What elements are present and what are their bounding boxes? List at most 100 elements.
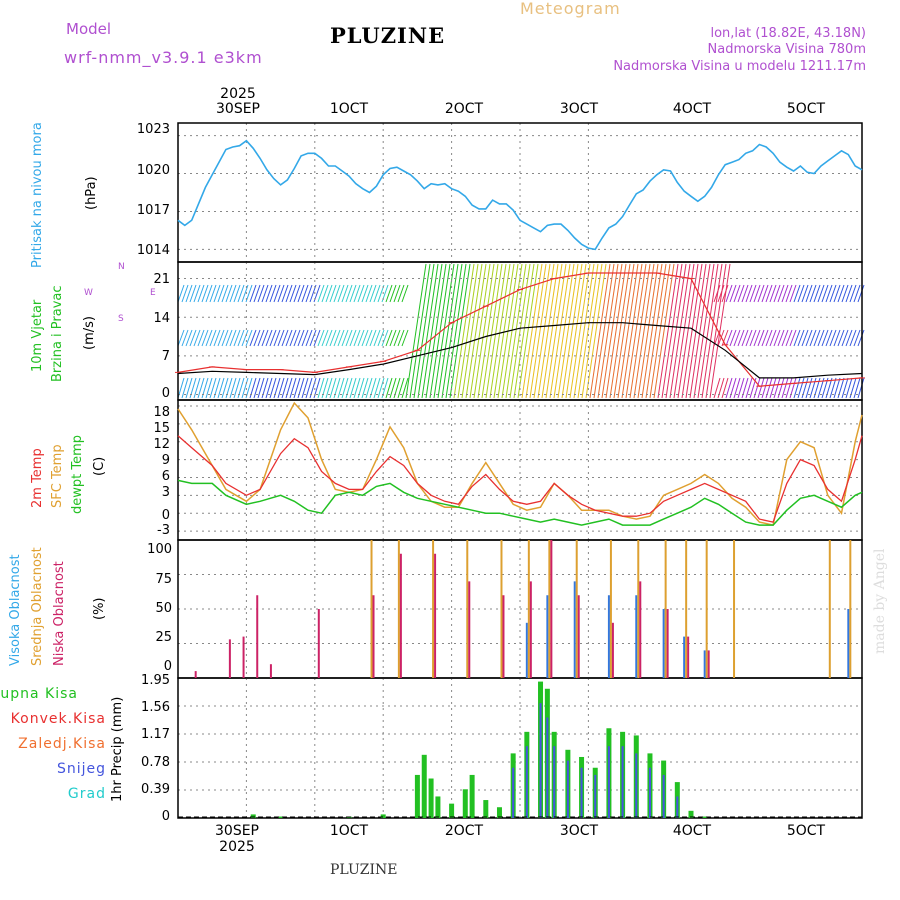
wind-barb <box>357 329 365 347</box>
wind-barb <box>205 329 213 347</box>
wind-barb <box>557 263 579 399</box>
wind-barb <box>385 377 393 399</box>
cloud-ytick: 25 <box>155 630 172 645</box>
wind-barb <box>737 377 745 399</box>
temp-ytick: 9 <box>161 453 170 468</box>
wind-barb <box>221 329 229 347</box>
wind-barb <box>817 284 825 303</box>
wind-barb <box>333 329 341 347</box>
precip-ytick: 1.56 <box>141 700 170 715</box>
wind-barb <box>301 284 309 303</box>
temp-ytick: 0 <box>161 508 170 523</box>
wind-barb <box>365 284 373 303</box>
wind-barb <box>345 329 353 347</box>
wind-barb <box>285 284 293 303</box>
wind-barb <box>801 329 809 347</box>
precip-legend-hail: Grad <box>67 786 106 802</box>
top-date-label: 1OCT <box>329 101 369 117</box>
wind-barb <box>317 284 325 303</box>
wind-barb <box>821 329 829 347</box>
pressure-ytick: 1020 <box>136 163 170 178</box>
wind-barb <box>273 284 281 303</box>
wind-barb <box>617 263 639 399</box>
wind-barb <box>301 377 309 399</box>
wind-barb <box>365 377 373 399</box>
wind-barb <box>629 263 651 399</box>
wind-barb <box>369 284 377 303</box>
wind-barb <box>845 377 853 399</box>
wind-barb <box>241 284 249 303</box>
wind-barb <box>785 377 793 399</box>
wind-barb <box>373 377 381 399</box>
wind-barb <box>605 263 627 399</box>
wind-barb <box>237 284 245 303</box>
wind-barb <box>745 284 753 303</box>
wind-barb <box>505 263 527 399</box>
wind-barb <box>777 284 785 303</box>
wind-barb <box>781 284 789 303</box>
wind-barb <box>193 329 201 347</box>
top-date-label: 30SEP <box>216 101 260 117</box>
wind-barb <box>797 377 805 399</box>
wind-barb <box>373 329 381 347</box>
top-date-label: 5OCT <box>786 101 826 117</box>
wind-barb <box>353 284 361 303</box>
wind-barb <box>613 263 635 399</box>
precip-legend-conv: Konvek.Kisa <box>10 711 106 727</box>
wind-barb <box>333 284 341 303</box>
wind-barb <box>265 329 273 347</box>
wind-barb <box>713 377 721 399</box>
wind-barb <box>585 263 607 399</box>
wind-barb <box>701 263 723 399</box>
wind-barb <box>265 377 273 399</box>
wind-barb <box>257 329 265 347</box>
wind-barb <box>377 377 385 399</box>
wind-barb <box>825 284 833 303</box>
wind-barb <box>689 263 711 399</box>
wind-barb <box>313 329 321 347</box>
wind-barb <box>745 377 753 399</box>
wind-barb <box>773 284 781 303</box>
wind-barb <box>245 329 253 347</box>
product-title: Meteogram <box>520 0 621 18</box>
wind-barb <box>353 377 361 399</box>
wind-barb <box>233 284 241 303</box>
wind-barb <box>633 263 655 399</box>
compass-e: E <box>150 288 156 298</box>
wind-barb <box>681 263 703 399</box>
wind-ytick: 21 <box>153 272 170 287</box>
wind-barb <box>717 329 725 347</box>
wind-barb <box>593 263 615 399</box>
pressure-ytick: 1014 <box>136 243 170 258</box>
precip-total-bar <box>462 789 468 818</box>
precip-ytick: 1.17 <box>141 727 170 742</box>
wind-barb <box>373 284 381 303</box>
wind-barb <box>653 263 675 399</box>
wind-barb <box>181 377 189 399</box>
wind-barb <box>321 284 329 303</box>
dewpt-line <box>177 479 863 526</box>
wind-barb <box>209 284 217 303</box>
wind-barb <box>217 377 225 399</box>
wind-barb <box>457 263 479 399</box>
precip-snow-bar <box>566 760 569 818</box>
wind-barb <box>345 284 353 303</box>
wind-barb <box>221 377 229 399</box>
precip-total-bar <box>688 810 694 818</box>
wind-barb <box>853 284 861 303</box>
wind-barb <box>529 263 551 399</box>
wind-barb <box>429 263 451 399</box>
wind-barb <box>673 263 695 399</box>
wind-barb <box>349 284 357 303</box>
wind-barb <box>761 284 769 303</box>
wind-barb <box>181 329 189 347</box>
wind-barb <box>365 329 373 347</box>
precip-total-bar <box>435 796 441 818</box>
wind-barb <box>293 284 301 303</box>
wind-barb <box>361 377 369 399</box>
wind-barb <box>637 263 659 399</box>
wind-barb <box>253 377 261 399</box>
precip-snow-bar <box>525 746 528 818</box>
wind-barb <box>249 284 257 303</box>
wind-barb <box>549 263 571 399</box>
